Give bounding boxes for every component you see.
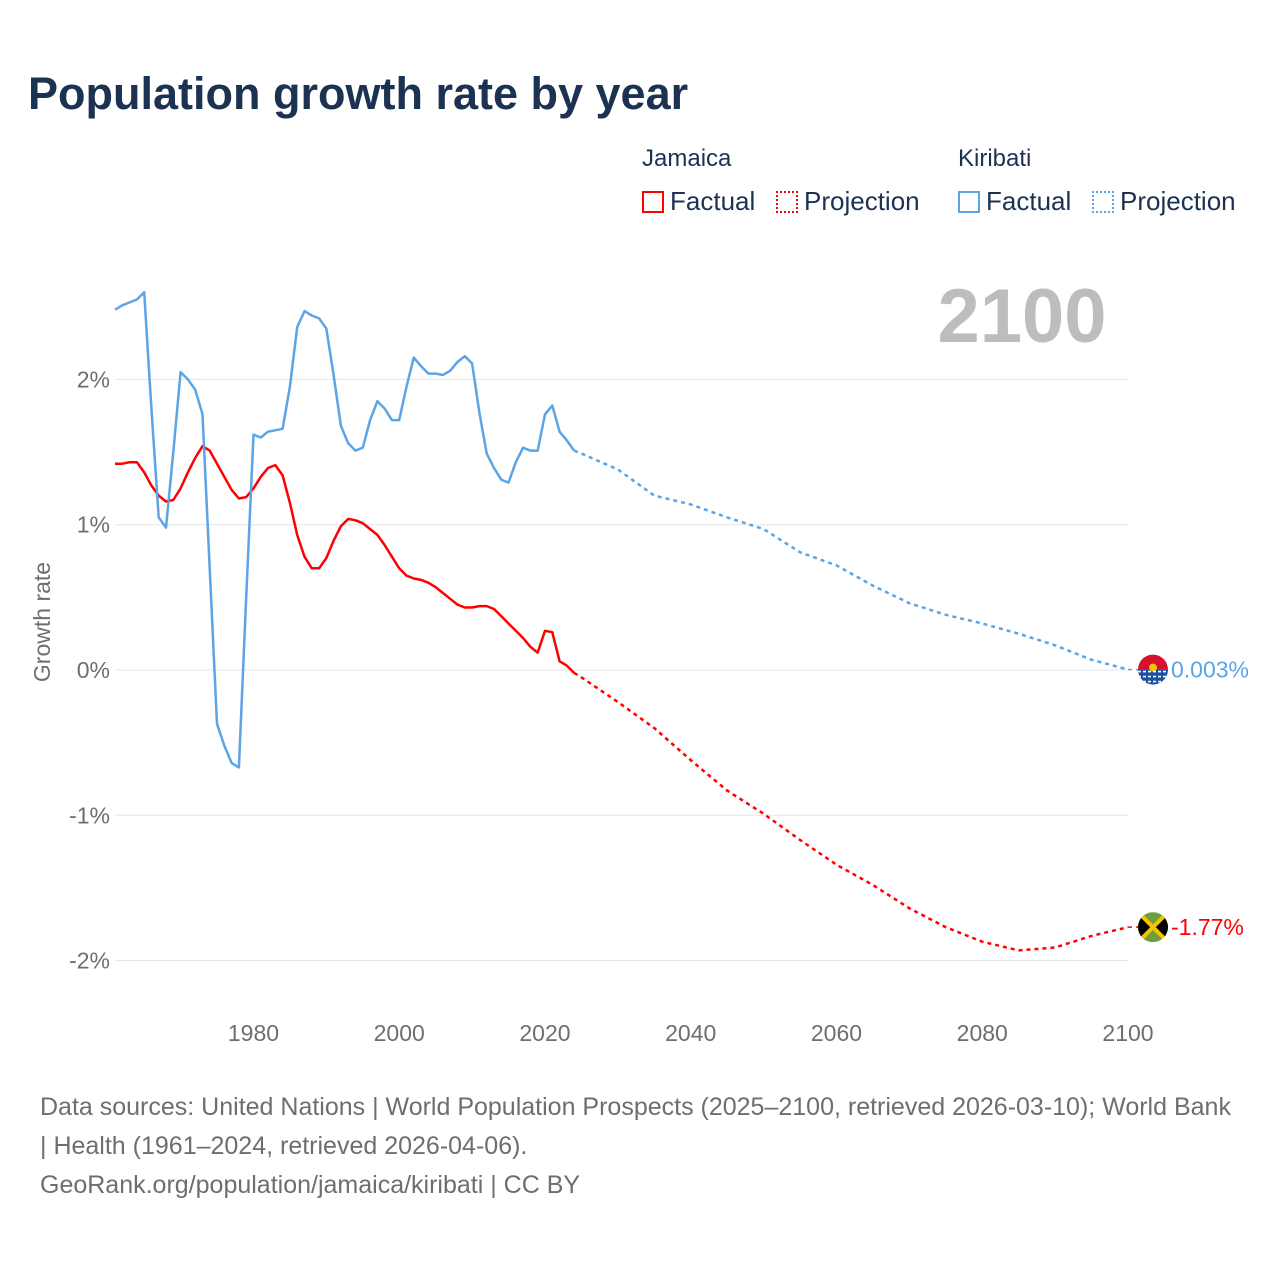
legend-kiribati-projection[interactable]: Projection (1092, 186, 1236, 217)
y-tick-label: -2% (69, 948, 110, 974)
y-tick-label: 2% (77, 366, 110, 392)
x-tick-label: 2080 (957, 1020, 1008, 1046)
legend-label: Projection (1120, 186, 1236, 216)
legend-jamaica-factual[interactable]: Factual (642, 186, 755, 217)
kiribati-projection-line (573, 449, 1129, 671)
kiribati-factual-line (114, 290, 576, 769)
flag-body (1138, 654, 1168, 685)
flag-red (1138, 654, 1168, 670)
y-axis-label: Growth rate (29, 562, 55, 682)
x-tick-label: 2000 (374, 1020, 425, 1046)
legend-kiribati-factual[interactable]: Factual (958, 186, 1071, 217)
line-chart: 2% 1% 0% -1% -2% 1980 2000 2020 2040 2060 2080 2100… (29, 274, 1249, 1046)
credit-link[interactable]: GeoRank.org/population/jamaica/kiribati … (40, 1171, 581, 1199)
legend-swatch-dotted-icon (1092, 190, 1114, 213)
y-tick-label: 0% (77, 657, 110, 683)
chart-title: Population growth rate by year (28, 68, 689, 119)
year-indicator: 2100 (937, 274, 1106, 359)
kiribati-end-label: 0.003% (1171, 657, 1249, 683)
x-tick-label: 1980 (228, 1020, 279, 1046)
legend-swatch-solid-icon (642, 190, 664, 213)
legend-label: Factual (670, 186, 756, 216)
flag-saltire (1138, 912, 1168, 943)
flag-sun (1149, 663, 1157, 672)
jamaica-end-label: -1.77% (1171, 914, 1244, 940)
legend-label: Projection (804, 186, 920, 216)
flag-black (1138, 914, 1153, 941)
flag-body (1138, 912, 1168, 943)
x-tick-label: 2060 (811, 1020, 862, 1046)
y-tick-label: 1% (77, 512, 110, 538)
legend-swatch-solid-icon (958, 190, 980, 213)
data-sources: Data sources: United Nations | World Pop… (40, 1093, 1231, 1160)
jamaica-factual-line (115, 444, 575, 674)
legend-jamaica-projection[interactable]: Projection (776, 186, 920, 217)
x-tick-label: 2040 (665, 1020, 716, 1046)
legend-label: Factual (986, 186, 1072, 216)
y-tick-label: -1% (69, 802, 110, 828)
legend-group-jamaica: Jamaica (642, 145, 732, 172)
x-tick-label: 2020 (519, 1020, 570, 1046)
footer: Data sources: United Nations | World Pop… (40, 1088, 1240, 1205)
legend-group-kiribati: Kiribati (958, 145, 1032, 172)
flag-black (1153, 914, 1168, 941)
jamaica-projection-line (573, 671, 1129, 952)
jamaica-flag-icon (1138, 912, 1168, 943)
x-tick-label: 2100 (1102, 1020, 1153, 1046)
legend-swatch-dotted-icon (776, 190, 798, 213)
kiribati-flag-icon (1138, 654, 1168, 685)
